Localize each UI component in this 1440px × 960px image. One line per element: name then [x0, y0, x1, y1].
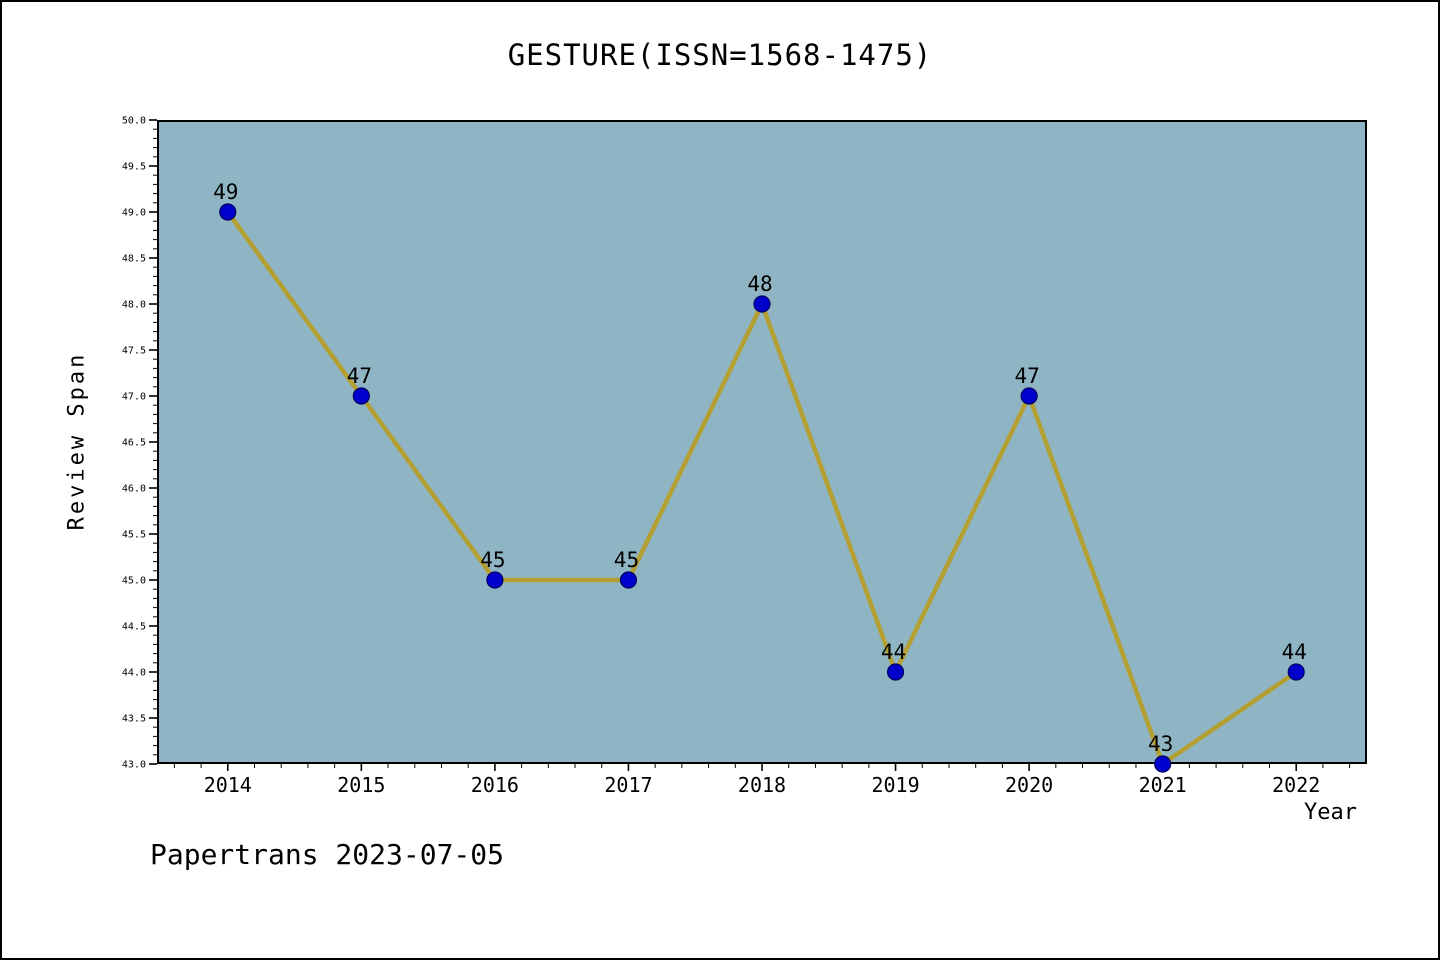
y-tick-label: 48.5 — [122, 254, 146, 265]
y-tick-label: 44.0 — [122, 668, 146, 679]
y-tick-label: 50.0 — [122, 116, 146, 127]
y-axis-label: Review Span — [64, 351, 90, 531]
y-tick-label: 43.5 — [122, 714, 146, 725]
y-tick-label: 46.0 — [122, 484, 146, 495]
y-tick-label: 47.0 — [122, 392, 146, 403]
x-axis-label: Year — [1304, 800, 1357, 825]
y-tick-label: 47.5 — [122, 346, 146, 357]
x-tick-label: 2021 — [1139, 773, 1187, 797]
y-tick-label: 43.0 — [122, 760, 146, 771]
chart-title: GESTURE(ISSN=1568-1475) — [507, 38, 933, 72]
x-tick-label: 2019 — [871, 773, 919, 797]
y-tick-label: 49.5 — [122, 162, 146, 173]
y-tick-label: 44.5 — [122, 622, 146, 633]
y-tick-label: 45.5 — [122, 530, 146, 541]
x-tick-label: 2017 — [604, 773, 652, 797]
x-tick-label: 2014 — [204, 773, 252, 797]
footer-watermark: Papertrans 2023-07-05 — [150, 838, 505, 871]
x-tick-label: 2015 — [337, 773, 385, 797]
y-tick-label: 49.0 — [122, 208, 146, 219]
x-tick-label: 2022 — [1272, 773, 1320, 797]
x-tick-label: 2018 — [738, 773, 786, 797]
x-tick-label: 2020 — [1005, 773, 1053, 797]
x-tick-label: 2016 — [471, 773, 519, 797]
plot-area — [157, 120, 1367, 764]
y-tick-label: 48.0 — [122, 300, 146, 311]
y-tick-label: 45.0 — [122, 576, 146, 587]
y-tick-label: 46.5 — [122, 438, 146, 449]
